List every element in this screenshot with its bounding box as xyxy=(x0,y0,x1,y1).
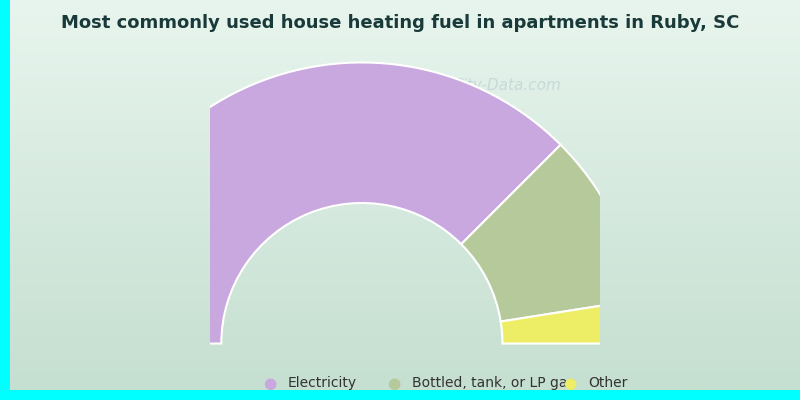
Text: Bottled, tank, or LP gas: Bottled, tank, or LP gas xyxy=(412,376,574,390)
Text: ●: ● xyxy=(387,376,400,391)
Text: Most commonly used house heating fuel in apartments in Ruby, SC: Most commonly used house heating fuel in… xyxy=(61,14,739,32)
Wedge shape xyxy=(81,62,561,344)
Wedge shape xyxy=(462,145,639,322)
Text: ●: ● xyxy=(263,376,276,391)
Wedge shape xyxy=(501,300,643,344)
Text: City-Data.com: City-Data.com xyxy=(452,78,561,93)
Text: Other: Other xyxy=(588,376,627,390)
Text: ●: ● xyxy=(563,376,576,391)
Text: Electricity: Electricity xyxy=(288,376,357,390)
